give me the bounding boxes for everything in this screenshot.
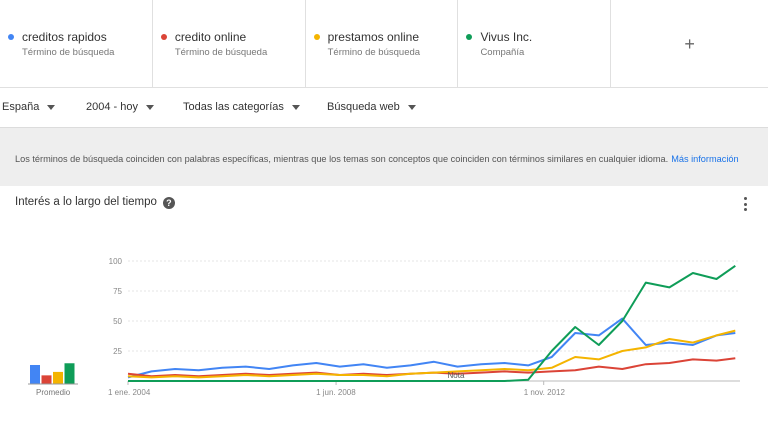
y-tick-label: 25 bbox=[113, 347, 122, 356]
chevron-down-icon bbox=[291, 104, 300, 110]
term-card-1[interactable]: credito online Término de búsqueda bbox=[153, 0, 306, 88]
y-tick-label: 50 bbox=[113, 317, 122, 326]
chevron-down-icon bbox=[407, 104, 416, 110]
average-label: Promedio bbox=[36, 388, 71, 397]
filter-bar: España 2004 - hoy Todas las categorías B… bbox=[0, 88, 768, 128]
help-icon[interactable]: ? bbox=[162, 197, 175, 209]
search-type-label: Búsqueda web bbox=[327, 101, 400, 113]
term-card-3[interactable]: Vivus Inc. Compañía bbox=[458, 0, 612, 88]
term-color-dot bbox=[160, 34, 167, 40]
more-info-link[interactable]: Más información bbox=[671, 154, 739, 164]
time-range-label: 2004 - hoy bbox=[86, 101, 138, 113]
card-title: Interés a lo largo del tiempo bbox=[15, 196, 157, 208]
interest-over-time-card: Interés a lo largo del tiempo? Promedio … bbox=[0, 186, 768, 431]
chevron-down-icon bbox=[145, 104, 154, 110]
time-range-dropdown[interactable]: 2004 - hoy bbox=[86, 101, 154, 113]
term-name: creditos rapidos bbox=[22, 30, 107, 44]
average-bar-3 bbox=[64, 363, 75, 384]
info-banner: Los términos de búsqueda coinciden con p… bbox=[0, 128, 768, 186]
region-dropdown[interactable]: España bbox=[2, 101, 56, 113]
term-type: Término de búsqueda bbox=[327, 47, 421, 58]
average-bar-0 bbox=[30, 364, 40, 384]
term-card-0[interactable]: creditos rapidos Término de búsqueda bbox=[0, 0, 153, 88]
x-tick-label: 1 nov. 2012 bbox=[524, 388, 566, 397]
add-term-button[interactable]: + bbox=[684, 33, 695, 54]
region-label: España bbox=[2, 101, 40, 113]
term-name: Vivus Inc. bbox=[480, 30, 533, 44]
info-text-line: Los términos de búsqueda coinciden con p… bbox=[15, 154, 739, 164]
average-bar-2 bbox=[53, 371, 63, 384]
term-name: credito online bbox=[174, 30, 247, 44]
series-line-2 bbox=[127, 329, 736, 379]
x-tick-label: 1 jun. 2008 bbox=[316, 388, 356, 397]
average-bar-1 bbox=[41, 375, 52, 384]
term-card-2[interactable]: prestamos online Término de búsqueda bbox=[306, 0, 459, 88]
term-type: Término de búsqueda bbox=[22, 47, 115, 58]
series-line-3 bbox=[128, 264, 736, 382]
y-tick-label: 75 bbox=[113, 287, 122, 296]
terms-bar: creditos rapidos Término de búsqueda cre… bbox=[0, 0, 768, 88]
category-dropdown[interactable]: Todas las categorías bbox=[183, 101, 300, 113]
term-type: Compañía bbox=[480, 47, 525, 58]
more-options-icon[interactable] bbox=[744, 197, 748, 211]
note-label[interactable]: Nota bbox=[448, 371, 465, 380]
x-tick-label: 1 ene. 2004 bbox=[108, 388, 151, 397]
search-type-dropdown[interactable]: Búsqueda web bbox=[327, 101, 416, 113]
card-header: Interés a lo largo del tiempo? bbox=[15, 196, 175, 209]
term-color-dot bbox=[313, 34, 320, 40]
term-color-dot bbox=[8, 34, 14, 40]
chevron-down-icon bbox=[47, 104, 56, 110]
term-name: prestamos online bbox=[327, 30, 420, 44]
series-line-0 bbox=[127, 317, 736, 379]
category-label: Todas las categorías bbox=[183, 101, 284, 113]
interest-line-chart: 25 50 75 100 1 ene. 2004 1 jun. 2008 1 nov. 20… bbox=[108, 257, 740, 397]
y-tick-label: 100 bbox=[109, 257, 123, 266]
term-color-dot bbox=[466, 34, 473, 40]
term-type: Término de búsqueda bbox=[174, 47, 268, 58]
average-bar-chart bbox=[28, 363, 78, 385]
info-text: Los términos de búsqueda coinciden con p… bbox=[15, 154, 669, 164]
